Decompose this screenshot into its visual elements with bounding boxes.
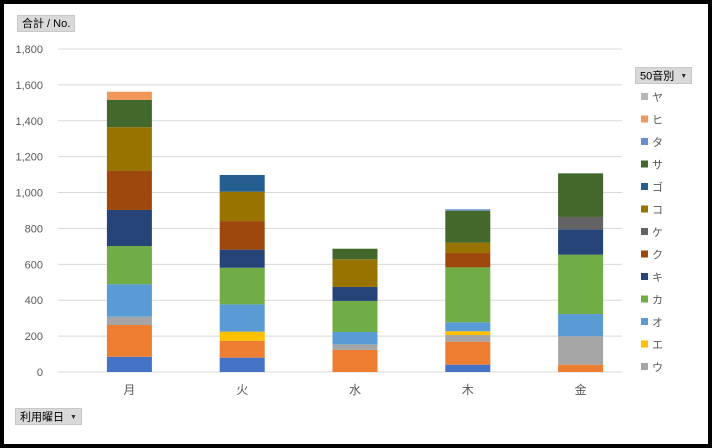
y-tick-label: 1,000 — [15, 188, 43, 200]
bar-segment-ク — [445, 253, 491, 268]
bar-segment-ア — [445, 364, 491, 372]
y-tick-label: 1,400 — [15, 116, 43, 128]
dropdown-arrow-icon: ▼ — [680, 73, 688, 80]
dropdown-arrow-icon: ▼ — [70, 414, 77, 421]
y-tick-label: 800 — [25, 223, 43, 235]
legend-field-filter-button[interactable]: 50音別 ▼ — [635, 67, 693, 84]
bar-segment-ク — [219, 221, 265, 250]
bar-segment-オ — [558, 314, 604, 337]
legend-entry: エ — [652, 340, 663, 352]
y-tick-label: 0 — [37, 367, 43, 379]
legend-entry: タ — [652, 136, 663, 149]
legend-entry: ヤ — [652, 92, 663, 104]
value-field-button[interactable]: 合計 / No. — [17, 15, 76, 32]
bar-segment-カ — [445, 267, 491, 323]
bar-segment-オ — [106, 284, 152, 317]
bar-segment-ウ — [445, 335, 491, 342]
value-field-label: 合計 / No. — [22, 18, 71, 30]
bar-segment-ヒ — [106, 91, 152, 100]
bar-segment-イ — [445, 341, 491, 365]
legend-entry: ク — [652, 249, 663, 262]
legend-entry: ゴ — [652, 180, 663, 194]
bar-segment-キ — [106, 209, 152, 247]
x-category-label: 水 — [349, 383, 361, 397]
legend-swatch — [641, 205, 648, 213]
axis-field-filter-button[interactable]: 利用曜日 ▼ — [15, 408, 82, 425]
y-tick-label: 1,200 — [15, 152, 43, 164]
bar-segment-サ — [332, 248, 378, 260]
y-tick-label: 1,800 — [15, 44, 43, 56]
bar-segment-ク — [106, 171, 152, 210]
bar-segment-ゴ — [219, 174, 265, 192]
bar-segment-ア — [219, 357, 265, 372]
legend-swatch — [641, 228, 648, 235]
bar-segment-カ — [558, 254, 604, 315]
bar-segment-ア — [106, 356, 152, 372]
bar-segment-イ — [558, 364, 604, 372]
bar-segment-コ — [332, 259, 378, 287]
legend-field-label: 50音別 — [640, 70, 675, 83]
legend-swatch — [641, 93, 648, 100]
legend-swatch — [641, 340, 648, 348]
legend-entry: オ — [652, 316, 663, 329]
bar-segment-キ — [219, 249, 265, 268]
bar-segment-コ — [106, 127, 152, 172]
x-category-label: 月 — [123, 383, 135, 397]
legend-swatch — [641, 318, 648, 325]
bar-segment-カ — [106, 246, 152, 285]
bar-segment-エ — [219, 331, 265, 341]
x-category-label: 木 — [462, 383, 474, 397]
bar-segment-キ — [558, 229, 604, 255]
bar-segment-エ — [445, 331, 491, 336]
bar-segment-カ — [332, 300, 378, 332]
legend-swatch — [641, 115, 648, 123]
legend-swatch — [641, 295, 648, 303]
y-tick-label: 200 — [25, 331, 43, 343]
bar-segment-ウ — [106, 316, 152, 325]
legend-swatch — [641, 160, 648, 168]
legend-swatch — [641, 273, 648, 280]
legend-swatch — [641, 138, 648, 145]
bar-segment-サ — [445, 210, 491, 243]
bar-segment-タ — [445, 209, 491, 211]
legend-swatch — [641, 183, 648, 190]
legend-entry: ヒ — [652, 114, 663, 127]
legend-entry: ケ — [652, 226, 663, 239]
legend-swatch — [641, 250, 648, 258]
bar-segment-サ — [558, 173, 604, 217]
bar-segment-イ — [106, 324, 152, 357]
bar-segment-オ — [332, 331, 378, 345]
y-tick-label: 600 — [25, 259, 43, 271]
bar-segment-ウ — [332, 344, 378, 350]
legend-entry: カ — [652, 294, 663, 307]
y-tick-label: 1,600 — [15, 80, 43, 92]
legend-entry: ウ — [652, 361, 663, 374]
axis-field-label: 利用曜日 — [20, 411, 64, 424]
bar-segment-ウ — [558, 336, 604, 365]
x-category-label: 金 — [575, 382, 587, 397]
bar-segment-イ — [332, 349, 378, 372]
bar-segment-コ — [445, 242, 491, 254]
bar-segment-イ — [219, 340, 265, 358]
bar-segment-キ — [332, 286, 378, 301]
bar-segment-ケ — [558, 216, 604, 230]
y-tick-label: 400 — [25, 295, 43, 307]
bar-segment-オ — [445, 322, 491, 332]
bar-segment-カ — [219, 267, 265, 305]
legend-swatch — [641, 363, 648, 370]
bar-segment-オ — [219, 304, 265, 332]
bar-segment-サ — [106, 99, 152, 128]
bar-segment-コ — [219, 191, 265, 222]
x-category-label: 火 — [236, 383, 248, 397]
legend-entry: コ — [652, 205, 663, 217]
legend-entry: キ — [652, 272, 663, 284]
legend-entry: サ — [652, 159, 663, 172]
